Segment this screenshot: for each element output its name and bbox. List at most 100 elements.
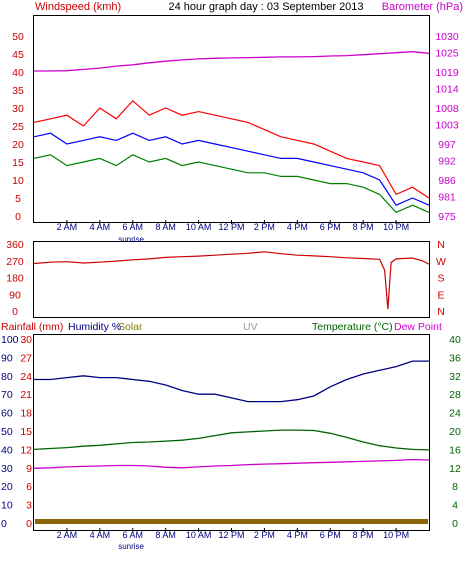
wind-x-tick-label: 4 PM xyxy=(287,222,308,232)
barometer-tick-label: 975 xyxy=(438,211,456,223)
barometer-tick-label: 1003 xyxy=(435,119,459,131)
humidity-tick-label: 20 xyxy=(1,481,13,493)
compass-tick-label: E xyxy=(437,289,444,301)
climate-x-tick-label: 8 AM xyxy=(155,530,176,540)
humidity-tick-label: 40 xyxy=(1,444,13,456)
rainfall-tick-label: 24 xyxy=(20,371,32,383)
climate-x-tick-label: 8 PM xyxy=(353,530,374,540)
windspeed-tick-label: 40 xyxy=(12,67,24,79)
temperature-tick-label: 4 xyxy=(452,500,458,512)
wind-x-tick-label: 10 AM xyxy=(186,222,212,232)
climate-x-tick-label: 2 AM xyxy=(57,530,78,540)
windspeed-tick-label: 50 xyxy=(12,31,24,43)
compass-tick-label: S xyxy=(437,273,444,285)
direction-tick-label: 180 xyxy=(6,273,24,285)
temperature-tick-label: 8 xyxy=(452,481,458,493)
humidity-tick-label: 90 xyxy=(1,352,13,364)
windspeed-tick-label: 5 xyxy=(15,193,21,205)
climate-x-tick-label: 10 AM xyxy=(186,530,212,540)
barometer-tick-label: 1025 xyxy=(435,47,459,59)
barometer-tick-label: 1014 xyxy=(435,83,459,95)
compass-tick-label: N xyxy=(437,239,445,251)
rainfall-tick-label: 6 xyxy=(26,481,32,493)
windspeed-tick-label: 45 xyxy=(12,49,24,61)
wind-x-tick-label: 8 AM xyxy=(155,222,176,232)
humidity-tick-label: 100 xyxy=(1,334,19,346)
humidity-series xyxy=(34,360,429,403)
page-title: 24 hour graph day : 03 September 2013 xyxy=(168,1,363,13)
wind-average-series xyxy=(33,154,430,214)
barometer-axis-title: Barometer (hPa) xyxy=(382,1,463,13)
direction-tick-label: 360 xyxy=(6,239,24,251)
windspeed-tick-label: 10 xyxy=(12,175,24,187)
barometer-tick-label: 997 xyxy=(438,139,456,151)
rainfall-series xyxy=(35,519,428,524)
temperature-tick-label: 16 xyxy=(449,444,461,456)
windspeed-tick-label: 35 xyxy=(12,85,24,97)
barometer-tick-label: 986 xyxy=(438,175,456,187)
temperature-series xyxy=(33,429,430,451)
humidity-axis-title: Humidity % xyxy=(68,321,121,333)
climate-x-tick-label: 4 PM xyxy=(287,530,308,540)
windspeed-tick-label: 25 xyxy=(12,121,24,133)
dewpoint-label: Dew Point xyxy=(394,321,442,333)
rainfall-tick-label: 18 xyxy=(20,408,32,420)
rainfall-tick-label: 15 xyxy=(20,426,32,438)
climate-x-tick-label: 6 PM xyxy=(320,530,341,540)
rainfall-tick-label: 27 xyxy=(20,352,32,364)
compass-tick-label: N xyxy=(437,306,445,318)
rainfall-tick-label: 21 xyxy=(20,389,32,401)
climate-sunrise-label: sunrise xyxy=(118,542,144,551)
humidity-tick-label: 60 xyxy=(1,408,13,420)
direction-panel-frame xyxy=(33,241,430,318)
humidity-tick-label: 70 xyxy=(1,389,13,401)
wind-x-tick-label: 6 AM xyxy=(122,222,143,232)
humidity-tick-label: 50 xyxy=(1,426,13,438)
wind-x-tick-label: 8 PM xyxy=(353,222,374,232)
wind-x-tick-label: 12 PM xyxy=(218,222,244,232)
dewpoint-series xyxy=(33,458,430,469)
direction-tick-label: 270 xyxy=(6,256,24,268)
humidity-tick-label: 10 xyxy=(1,500,13,512)
wind-direction-series xyxy=(33,251,430,310)
windspeed-tick-label: 20 xyxy=(12,139,24,151)
rainfall-tick-label: 3 xyxy=(26,500,32,512)
solar-label: Solar xyxy=(118,321,143,333)
temperature-tick-label: 12 xyxy=(449,463,461,475)
barometer-tick-label: 1019 xyxy=(435,67,459,79)
compass-tick-label: W xyxy=(436,256,446,268)
temperature-tick-label: 40 xyxy=(449,334,461,346)
humidity-tick-label: 0 xyxy=(1,518,7,530)
temperature-tick-label: 36 xyxy=(449,352,461,364)
temperature-tick-label: 32 xyxy=(449,371,461,383)
temperature-tick-label: 24 xyxy=(449,408,461,420)
rainfall-tick-label: 12 xyxy=(20,444,32,456)
climate-x-tick-label: 10 PM xyxy=(383,530,409,540)
barometer-tick-label: 992 xyxy=(438,155,456,167)
wind-x-tick-label: 10 PM xyxy=(383,222,409,232)
climate-x-tick-label: 4 AM xyxy=(90,530,111,540)
barometer-tick-label: 981 xyxy=(438,191,456,203)
rainfall-tick-label: 0 xyxy=(26,518,32,530)
uv-label: UV xyxy=(243,321,258,333)
barometer-series xyxy=(34,51,430,72)
barometer-tick-label: 1008 xyxy=(435,103,459,115)
wind-x-tick-label: 6 PM xyxy=(320,222,341,232)
rainfall-tick-label: 30 xyxy=(20,334,32,346)
windspeed-tick-label: 0 xyxy=(15,211,21,223)
wind-speed-series xyxy=(33,132,430,206)
humidity-tick-label: 80 xyxy=(1,371,13,383)
direction-tick-label: 90 xyxy=(9,289,21,301)
rainfall-tick-label: 9 xyxy=(26,463,32,475)
rainfall-axis-title: Rainfall (mm) xyxy=(1,321,63,333)
climate-x-tick-label: 12 PM xyxy=(218,530,244,540)
barometer-tick-label: 1030 xyxy=(435,31,459,43)
temperature-axis-title: Temperature (°C) xyxy=(312,321,393,333)
direction-tick-label: 0 xyxy=(12,306,18,318)
wind-gust-series xyxy=(33,99,430,199)
windspeed-tick-label: 30 xyxy=(12,103,24,115)
climate-x-tick-label: 6 AM xyxy=(122,530,143,540)
wind-x-tick-label: 2 AM xyxy=(57,222,78,232)
temperature-tick-label: 28 xyxy=(449,389,461,401)
